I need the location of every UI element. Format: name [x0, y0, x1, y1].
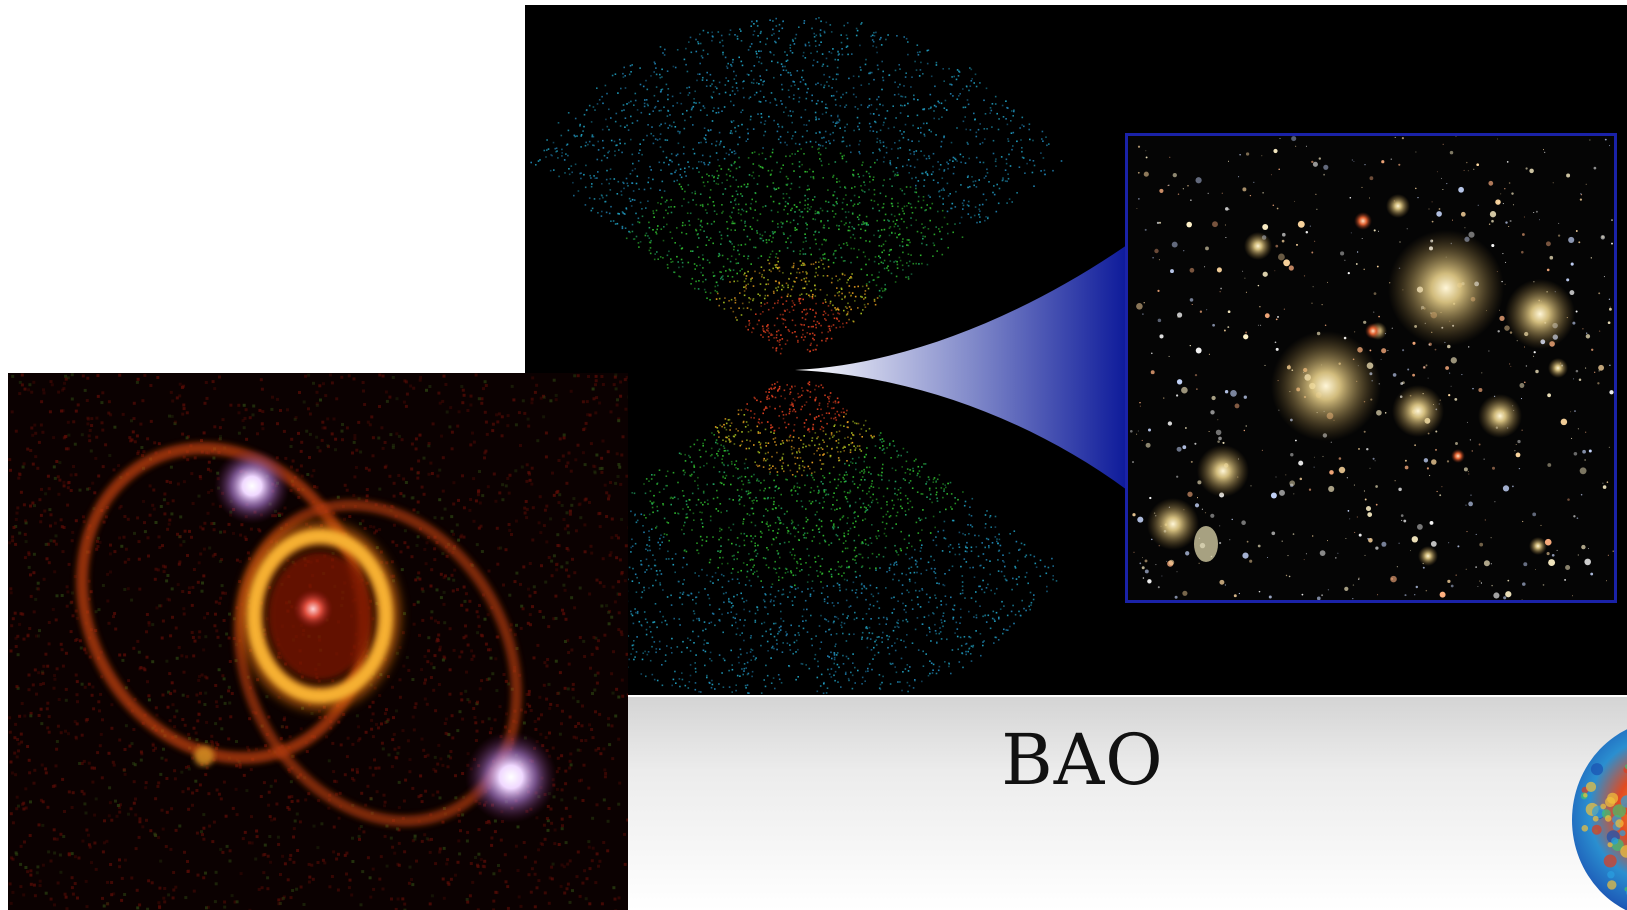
star-lower	[465, 731, 557, 823]
bao-title: BAO	[1001, 719, 1164, 801]
zoom-wedge	[795, 245, 1127, 490]
inner-ring	[247, 529, 393, 703]
galaxy-cluster-image	[1129, 136, 1614, 600]
galaxy-cluster-inset	[1125, 133, 1617, 603]
star-upper	[214, 448, 290, 524]
cmb-globe-image	[1572, 729, 1627, 910]
outer-ring-lower	[234, 499, 522, 827]
bao-panel: BAO	[628, 697, 1627, 910]
supernova-ring-photo	[8, 373, 628, 910]
bright-galaxies	[1147, 194, 1575, 566]
supernova-core	[293, 589, 333, 629]
supernova-ring-image	[8, 373, 628, 910]
